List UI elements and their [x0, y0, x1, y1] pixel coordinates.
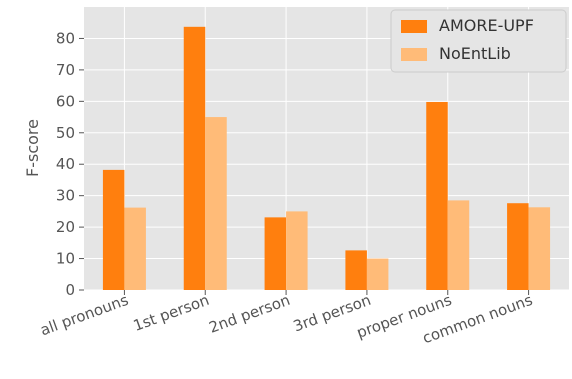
x-tick-label: all pronouns	[38, 291, 131, 340]
bar-amore-upf	[426, 101, 448, 290]
y-tick-label: 80	[56, 29, 75, 47]
x-tick-label: 2nd person	[207, 291, 293, 337]
legend-box	[390, 9, 567, 73]
bar-noentlib	[205, 117, 227, 290]
legend-swatch	[401, 48, 427, 61]
y-tick-label: 40	[56, 155, 75, 173]
legend-label: NoEntLib	[439, 44, 511, 63]
bar-amore-upf	[183, 26, 206, 291]
bar-amore-upf	[507, 203, 529, 290]
bar-amore-upf	[345, 250, 367, 290]
y-axis-label: F-score	[23, 119, 42, 177]
bar-noentlib	[286, 211, 308, 290]
y-axis-ticks: 0 10 20 30 40 50 60 70 80	[56, 29, 84, 299]
y-tick-label: 70	[56, 61, 75, 79]
y-tick-label: 30	[56, 187, 75, 205]
legend-label: AMORE-UPF	[439, 16, 534, 35]
y-tick-label: 60	[56, 92, 75, 110]
bar-noentlib	[528, 207, 551, 290]
legend-swatch	[401, 20, 427, 33]
bar-noentlib	[124, 207, 146, 290]
bars	[102, 26, 551, 291]
y-tick-label: 20	[56, 218, 75, 236]
bar-amore-upf	[102, 169, 125, 290]
y-tick-label: 0	[65, 281, 75, 299]
bar-amore-upf	[264, 217, 287, 290]
legend: AMORE-UPF NoEntLib	[390, 9, 567, 73]
x-tick-label: 1st person	[131, 291, 212, 335]
bar-noentlib	[447, 200, 470, 290]
y-tick-label: 50	[56, 124, 75, 142]
y-tick-label: 10	[56, 250, 75, 268]
bar-noentlib	[366, 258, 389, 290]
